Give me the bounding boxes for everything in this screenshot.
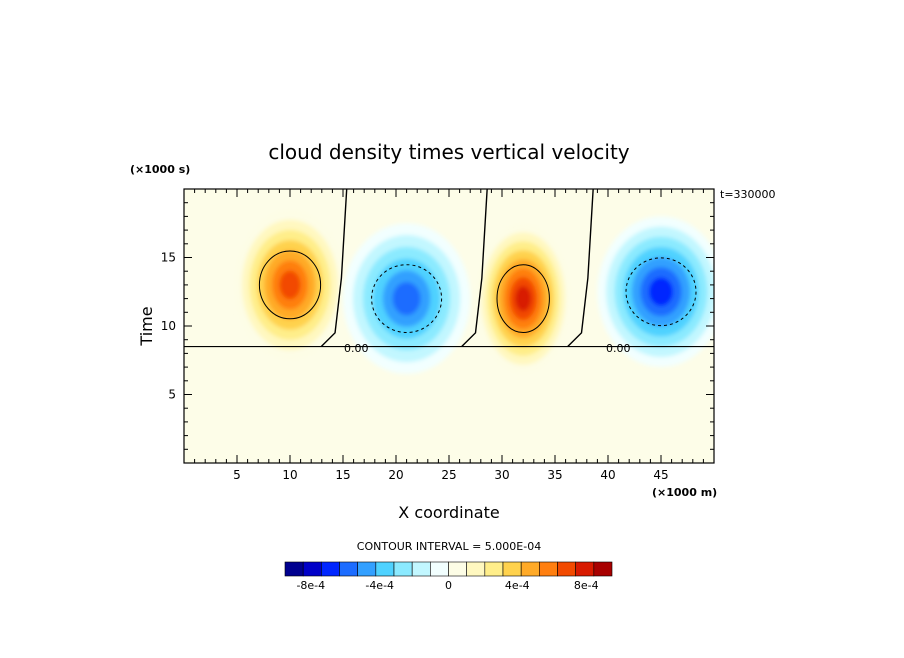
- colorbar-swatch: [502, 561, 522, 577]
- colorbar-tick-label: -4e-4: [365, 579, 394, 592]
- zero-contour-line: [567, 189, 594, 348]
- chart-title: cloud density times vertical velocity: [268, 140, 629, 164]
- colorbar-swatch: [593, 561, 613, 577]
- x-tick-label: 35: [547, 468, 562, 482]
- x-tick-label: 45: [653, 468, 668, 482]
- y-tick-label: 5: [168, 388, 176, 402]
- colorbar-swatch: [393, 561, 413, 577]
- y-axis-title: Time: [137, 306, 156, 346]
- x-tick-label: 20: [388, 468, 403, 482]
- updraft-cell-2-level-8: [515, 286, 532, 312]
- x-tick-label: 40: [600, 468, 615, 482]
- x-tick-label: 30: [494, 468, 509, 482]
- colorbar-swatch: [466, 561, 486, 577]
- plot-area: [184, 189, 714, 463]
- colorbar-swatch: [375, 561, 395, 577]
- y-tick-label: 10: [161, 319, 176, 333]
- downdraft-cell-2-level-7: [649, 277, 673, 307]
- x-tick-label: 15: [335, 468, 350, 482]
- zero-contour-line: [461, 189, 488, 348]
- updraft-cell-1-isoline: [258, 250, 322, 320]
- updraft-cell-2-isoline: [496, 264, 550, 334]
- x-axis: 5 10 15 20 25 30 35 40 45: [194, 189, 704, 482]
- y-multiplier: (×1000 s): [130, 163, 190, 176]
- downdraft-cell-1-isoline: [371, 264, 443, 334]
- colorbar-swatch: [484, 561, 504, 577]
- colorbar-swatch: [448, 561, 467, 577]
- colorbar-tick-label: 8e-4: [574, 579, 599, 592]
- colorbar-swatch: [520, 561, 540, 577]
- colorbar-swatch: [539, 561, 558, 577]
- colorbar-swatch: [321, 561, 340, 577]
- zero-contour-label-2: 0.00: [606, 342, 631, 355]
- x-tick-label: 25: [441, 468, 456, 482]
- colorbar: -8e-4 -4e-4 0 4e-4 8e-4: [284, 561, 613, 592]
- downdraft-cell-2-isoline: [625, 257, 697, 327]
- colorbar-tick-label: -8e-4: [296, 579, 325, 592]
- colorbar-swatch: [430, 561, 449, 577]
- colorbar-swatch: [575, 561, 595, 577]
- zero-contour-line: [320, 189, 348, 348]
- zero-contour-label-1: 0.00: [344, 342, 369, 355]
- x-multiplier: (×1000 m): [652, 486, 717, 499]
- contour-lines: [184, 189, 714, 348]
- y-tick-label: 15: [161, 251, 176, 265]
- updraft-cell-1-level-7: [279, 270, 301, 300]
- time-stamp: t=330000: [720, 188, 776, 201]
- colorbar-tick-label: 0: [445, 579, 452, 592]
- colorbar-swatch: [302, 561, 322, 577]
- colorbar-swatch: [411, 561, 431, 577]
- colorbar-tick-label: 4e-4: [505, 579, 530, 592]
- colorbar-swatch: [357, 561, 377, 577]
- contour-interval: CONTOUR INTERVAL = 5.000E-04: [357, 540, 541, 553]
- x-axis-title: X coordinate: [398, 503, 499, 522]
- colorbar-swatch: [284, 561, 304, 577]
- x-tick-label: 10: [282, 468, 297, 482]
- y-axis: 5 10 15: [161, 202, 714, 450]
- colorbar-swatch: [557, 561, 576, 577]
- contour-fields: [234, 209, 714, 374]
- colorbar-swatch: [339, 561, 358, 577]
- x-tick-label: 5: [233, 468, 241, 482]
- downdraft-cell-1-level-6: [392, 282, 421, 316]
